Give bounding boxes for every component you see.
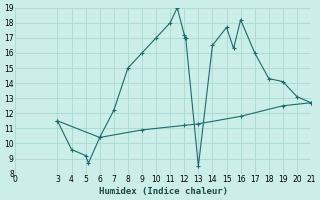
X-axis label: Humidex (Indice chaleur): Humidex (Indice chaleur) bbox=[99, 187, 228, 196]
